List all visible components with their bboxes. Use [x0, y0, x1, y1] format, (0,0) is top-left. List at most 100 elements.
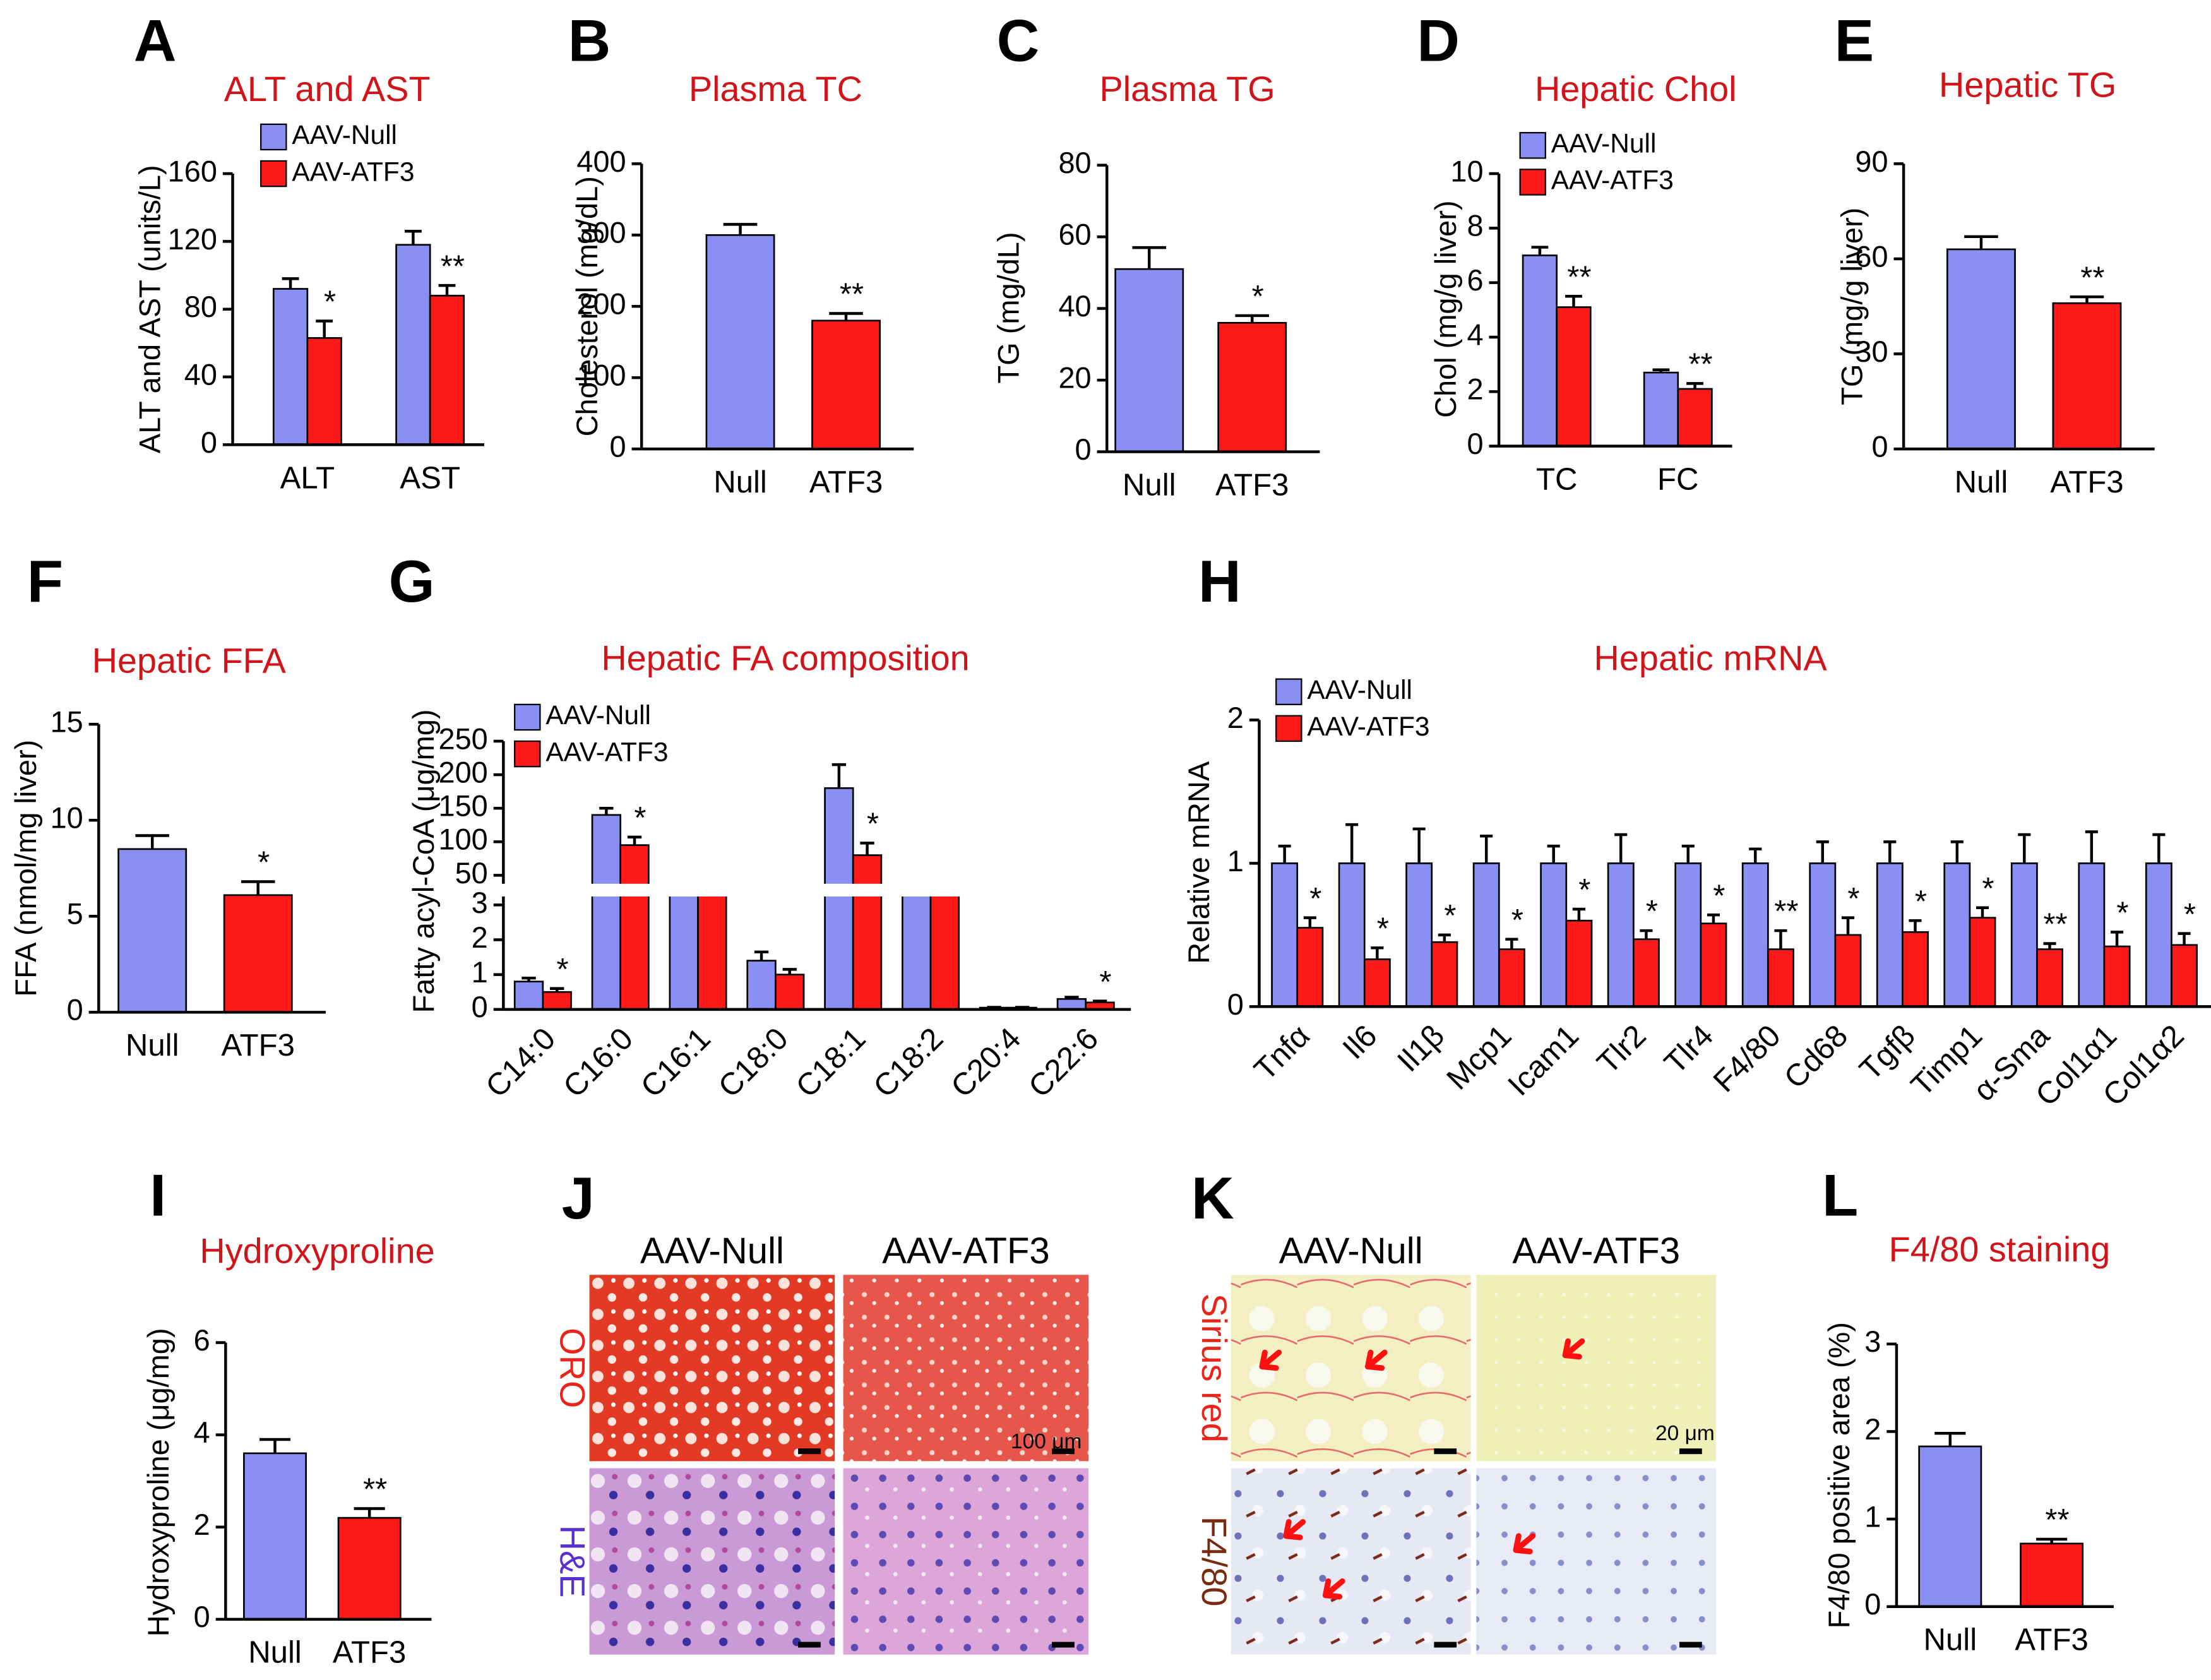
- y-tick-label: 40: [1058, 290, 1091, 323]
- error-bar: [1774, 929, 1787, 950]
- y-tick-label: 10: [51, 802, 83, 835]
- error-bar: [1640, 929, 1653, 939]
- x-tick-label: Null: [1123, 467, 1176, 502]
- panel-h: H Hepatic mRNA Relative mRNA 0 1 2 * Tnfα * Il6 * I…: [1183, 548, 2211, 1113]
- legend-label: AAV-ATF3: [545, 737, 668, 766]
- significance: *: [1646, 894, 1658, 929]
- error-bar: [1572, 907, 1585, 921]
- error-bar: [1686, 382, 1703, 389]
- bar: [669, 893, 699, 1011]
- arrow: [1322, 1578, 1345, 1600]
- arrow: [1259, 1349, 1282, 1371]
- significance: **: [2080, 260, 2104, 295]
- panel-letter: I: [150, 1162, 166, 1228]
- error-bar: [1438, 933, 1451, 943]
- bar: [223, 894, 293, 1013]
- column-label: AAV-ATF3: [882, 1230, 1050, 1272]
- bar: [1969, 917, 1996, 1008]
- y-tick-label: 120: [168, 223, 217, 256]
- bar: [1565, 919, 1593, 1008]
- bar: [929, 893, 960, 1011]
- bar: [746, 960, 777, 1011]
- axis-break: [489, 883, 1131, 897]
- scale-bar-label: 20 μm: [1655, 1422, 1715, 1445]
- row-label: F4/80: [1195, 1516, 1234, 1607]
- x-tick-label: FC: [1657, 462, 1698, 496]
- error-bar: [241, 880, 275, 895]
- error-bar: [1909, 919, 1922, 932]
- chart-title: Plasma TG: [1099, 69, 1275, 109]
- error-bar: [1816, 840, 1829, 864]
- error-bar: [2178, 932, 2191, 945]
- y-tick-label: 2: [1467, 373, 1483, 406]
- x-tick-label: Null: [1923, 1623, 1977, 1657]
- significance: **: [363, 1472, 387, 1507]
- bar: [591, 814, 622, 1011]
- y-axis-label: ALT and AST (units/L): [134, 165, 167, 453]
- panel-e: E Hepatic TG TG (mg/g liver)0 30 60 90 Null ** A…: [1835, 7, 2155, 499]
- significance: *: [1982, 871, 1994, 906]
- x-tick-label: C16:1: [634, 1021, 717, 1104]
- bar: [306, 337, 342, 446]
- error-bar: [1883, 840, 1897, 864]
- panel-f: F Hepatic FFA FFA (nmol/mg liver) 0 5 10 15 Nul…: [9, 548, 326, 1063]
- bar: [1767, 948, 1794, 1008]
- panel-j: J AAV-Null AAV-ATF3 ORO H&E 100 μm: [553, 1165, 1089, 1655]
- bar: [1522, 254, 1558, 447]
- significance: *: [1099, 965, 1111, 999]
- bar: [775, 974, 805, 1011]
- bar: [1902, 931, 1929, 1008]
- panel-i: I Hydroxyproline Hydroxyproline (μg/mg) 0 2 4…: [142, 1162, 435, 1669]
- arrow: [1283, 1519, 1306, 1540]
- error-bar: [1480, 835, 1493, 864]
- bar: [1946, 248, 2016, 450]
- y-tick-label: 6: [194, 1324, 210, 1357]
- bar: [2078, 862, 2106, 1008]
- micrograph: [1231, 1468, 1471, 1655]
- legend-label: AAV-ATF3: [1551, 165, 1674, 195]
- bar: [1056, 998, 1087, 1011]
- significance: *: [634, 801, 646, 835]
- error-bar: [1964, 235, 1998, 249]
- error-bar: [259, 1438, 291, 1453]
- bar: [1296, 927, 1324, 1008]
- significance: *: [1444, 898, 1456, 933]
- scale-bar-label: 100 μm: [1011, 1430, 1082, 1453]
- error-bar: [1976, 906, 1989, 918]
- y-tick-label: 250: [439, 722, 488, 755]
- bar: [1431, 941, 1458, 1008]
- chart-title: ALT and AST: [224, 69, 431, 109]
- x-tick-label: Icam1: [1501, 1018, 1585, 1103]
- error-bar: [2036, 1537, 2068, 1544]
- y-tick-label: 0: [472, 991, 488, 1023]
- row-label: ORO: [553, 1328, 593, 1408]
- y-tick-label: 10: [1450, 155, 1483, 188]
- error-bar: [1092, 999, 1107, 1003]
- bar: [1338, 862, 1366, 1008]
- chart-title: Hepatic TG: [1939, 64, 2116, 104]
- bar: [513, 980, 544, 1011]
- error-bar: [1614, 833, 1628, 864]
- bar: [1472, 862, 1500, 1008]
- y-tick-label: 0: [610, 430, 626, 463]
- error-bar: [1934, 1431, 1966, 1447]
- chart-title: Hepatic mRNA: [1594, 638, 1828, 677]
- bar: [1834, 934, 1862, 1008]
- bar: [1700, 922, 1727, 1008]
- y-tick-label: 160: [168, 155, 217, 188]
- y-axis-label: Fatty acyl-CoA (μg/mg): [407, 710, 440, 1013]
- x-tick-label: ATF3: [333, 1635, 406, 1670]
- bar: [1271, 862, 1299, 1008]
- error-bar: [1749, 847, 1762, 864]
- y-tick-label: 60: [1855, 240, 1888, 273]
- bar: [2020, 1542, 2084, 1608]
- chart-title: Hepatic FFA: [92, 641, 287, 681]
- bar: [243, 1452, 307, 1621]
- x-tick-label: Tnfα: [1248, 1018, 1316, 1087]
- significance: *: [1578, 873, 1590, 907]
- y-tick-label: 60: [1058, 218, 1091, 251]
- bar: [2103, 945, 2131, 1008]
- significance: *: [2184, 897, 2196, 932]
- y-tick-label: 5: [67, 898, 83, 931]
- significance: **: [2045, 1503, 2069, 1537]
